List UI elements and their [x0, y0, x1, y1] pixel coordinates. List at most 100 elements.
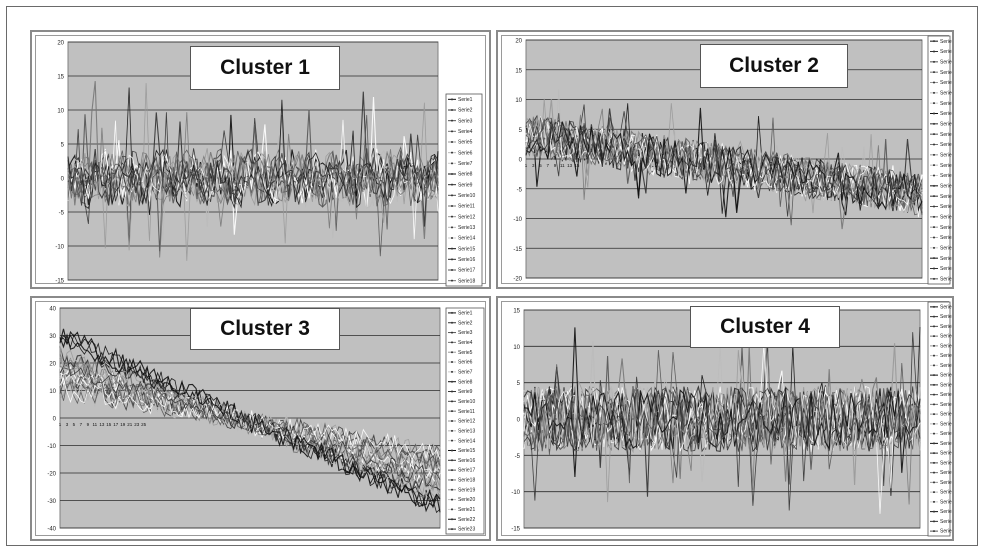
legend-marker — [933, 133, 935, 136]
y-tick-label: 5 — [519, 128, 523, 134]
legend-label: Serie22 — [940, 509, 952, 515]
legend-label: Serie15 — [458, 448, 475, 454]
legend-marker — [933, 267, 935, 270]
legend-label: Serie19 — [940, 225, 952, 231]
y-tick-label: -15 — [511, 527, 520, 533]
legend-marker — [933, 153, 935, 156]
x-tick-label: 5 — [73, 422, 76, 427]
legend-marker — [933, 481, 935, 484]
legend-marker — [933, 215, 935, 218]
legend-label: Serie15 — [940, 183, 952, 189]
legend-marker — [451, 321, 453, 324]
legend-label: Serie11 — [940, 142, 952, 148]
legend-marker — [933, 452, 935, 455]
legend-marker — [451, 410, 453, 413]
legend-marker — [933, 432, 935, 435]
legend-marker — [451, 98, 453, 101]
legend-label: Serie5 — [940, 343, 952, 349]
legend-marker — [451, 269, 453, 271]
legend-marker — [933, 50, 935, 53]
legend-marker — [933, 257, 935, 260]
cluster-4-title: Cluster 4 — [690, 306, 840, 348]
legend-marker — [451, 205, 453, 207]
legend-label: Serie18 — [940, 214, 952, 220]
legend-marker — [933, 471, 935, 474]
y-tick-label: -10 — [513, 217, 522, 223]
y-tick-label: 0 — [53, 417, 57, 423]
legend-label: Serie16 — [458, 458, 475, 464]
x-tick-label: 1 — [525, 163, 528, 168]
legend-label: Serie7 — [458, 369, 473, 375]
series-line-12 — [67, 102, 439, 251]
legend-marker — [451, 420, 453, 422]
legend-marker — [451, 459, 453, 462]
legend-label: Serie9 — [940, 121, 952, 127]
series-line-10 — [67, 109, 439, 208]
x-tick-label: 7 — [80, 422, 83, 427]
legend-label: Serie3 — [458, 330, 473, 336]
legend-label: Serie6 — [940, 90, 952, 96]
x-tick-label: 9 — [87, 422, 90, 427]
legend-label: Serie11 — [940, 402, 952, 408]
legend-label: Serie5 — [458, 350, 473, 356]
legend-label: Serie2 — [458, 320, 473, 326]
x-tick-label: 25 — [141, 422, 147, 427]
legend-marker — [933, 393, 935, 396]
legend-marker — [451, 247, 453, 250]
legend-marker — [451, 469, 453, 472]
series-line-14 — [59, 367, 441, 475]
legend-marker — [933, 277, 935, 280]
series-line-24 — [523, 349, 921, 465]
legend-marker — [451, 151, 453, 154]
legend-marker — [451, 341, 453, 344]
legend-marker — [933, 335, 935, 338]
legend-label: Serie23 — [940, 519, 952, 525]
legend-label: Serie14 — [940, 431, 952, 437]
legend-box — [927, 35, 951, 285]
legend-marker — [451, 119, 453, 122]
y-tick-label: 5 — [61, 143, 65, 149]
legend-marker — [451, 311, 453, 314]
legend-label: Serie13 — [458, 428, 475, 434]
legend-label: Serie11 — [458, 204, 475, 210]
legend-marker — [451, 130, 453, 133]
y-tick-label: 30 — [49, 334, 56, 340]
legend-label: Serie14 — [458, 438, 475, 444]
legend-marker — [933, 226, 935, 229]
x-tick-label: 13 — [99, 422, 105, 427]
y-tick-label: -5 — [515, 454, 521, 460]
legend-label: Serie14 — [458, 236, 475, 242]
legend-label: Serie4 — [940, 334, 952, 340]
legend-label: Serie7 — [940, 363, 952, 369]
cluster-2-chart: -20-15-10-50510152013579111315Serie1Seri… — [496, 30, 954, 289]
legend-marker — [451, 488, 453, 491]
cluster-4-chart: -15 -10 -5 0 5 10 15 Serie1 Serie2 Serie3 Serie4 Se… — [496, 296, 954, 541]
y-tick-label: 0 — [519, 158, 523, 164]
legend-label: Serie4 — [458, 340, 473, 346]
y-tick-label: 10 — [57, 109, 64, 115]
series-line-23 — [59, 355, 441, 487]
legend-label: Serie6 — [940, 353, 952, 359]
legend-marker — [933, 520, 935, 523]
legend-marker — [933, 174, 935, 177]
legend-label: Serie2 — [940, 314, 952, 320]
legend-marker — [933, 205, 935, 208]
legend-label: Serie6 — [458, 360, 473, 366]
legend-marker — [933, 344, 935, 347]
legend-marker — [933, 81, 935, 84]
legend-label: Serie17 — [458, 268, 475, 274]
legend-marker — [933, 164, 935, 167]
y-tick-label: 0 — [517, 418, 521, 424]
legend-label: Serie14 — [940, 173, 952, 179]
cluster-1-title: Cluster 1 — [190, 46, 340, 90]
x-tick-label: 13 — [567, 163, 573, 168]
legend-label: Serie16 — [940, 194, 952, 200]
x-tick-label: 3 — [532, 163, 535, 168]
legend-label: Serie17 — [458, 468, 475, 474]
series-line-18 — [523, 378, 921, 471]
legend-marker — [451, 194, 453, 197]
legend-marker — [451, 226, 453, 229]
series-line-22 — [523, 327, 921, 473]
y-tick-label: -10 — [55, 245, 64, 251]
legend-label: Serie8 — [940, 373, 952, 379]
